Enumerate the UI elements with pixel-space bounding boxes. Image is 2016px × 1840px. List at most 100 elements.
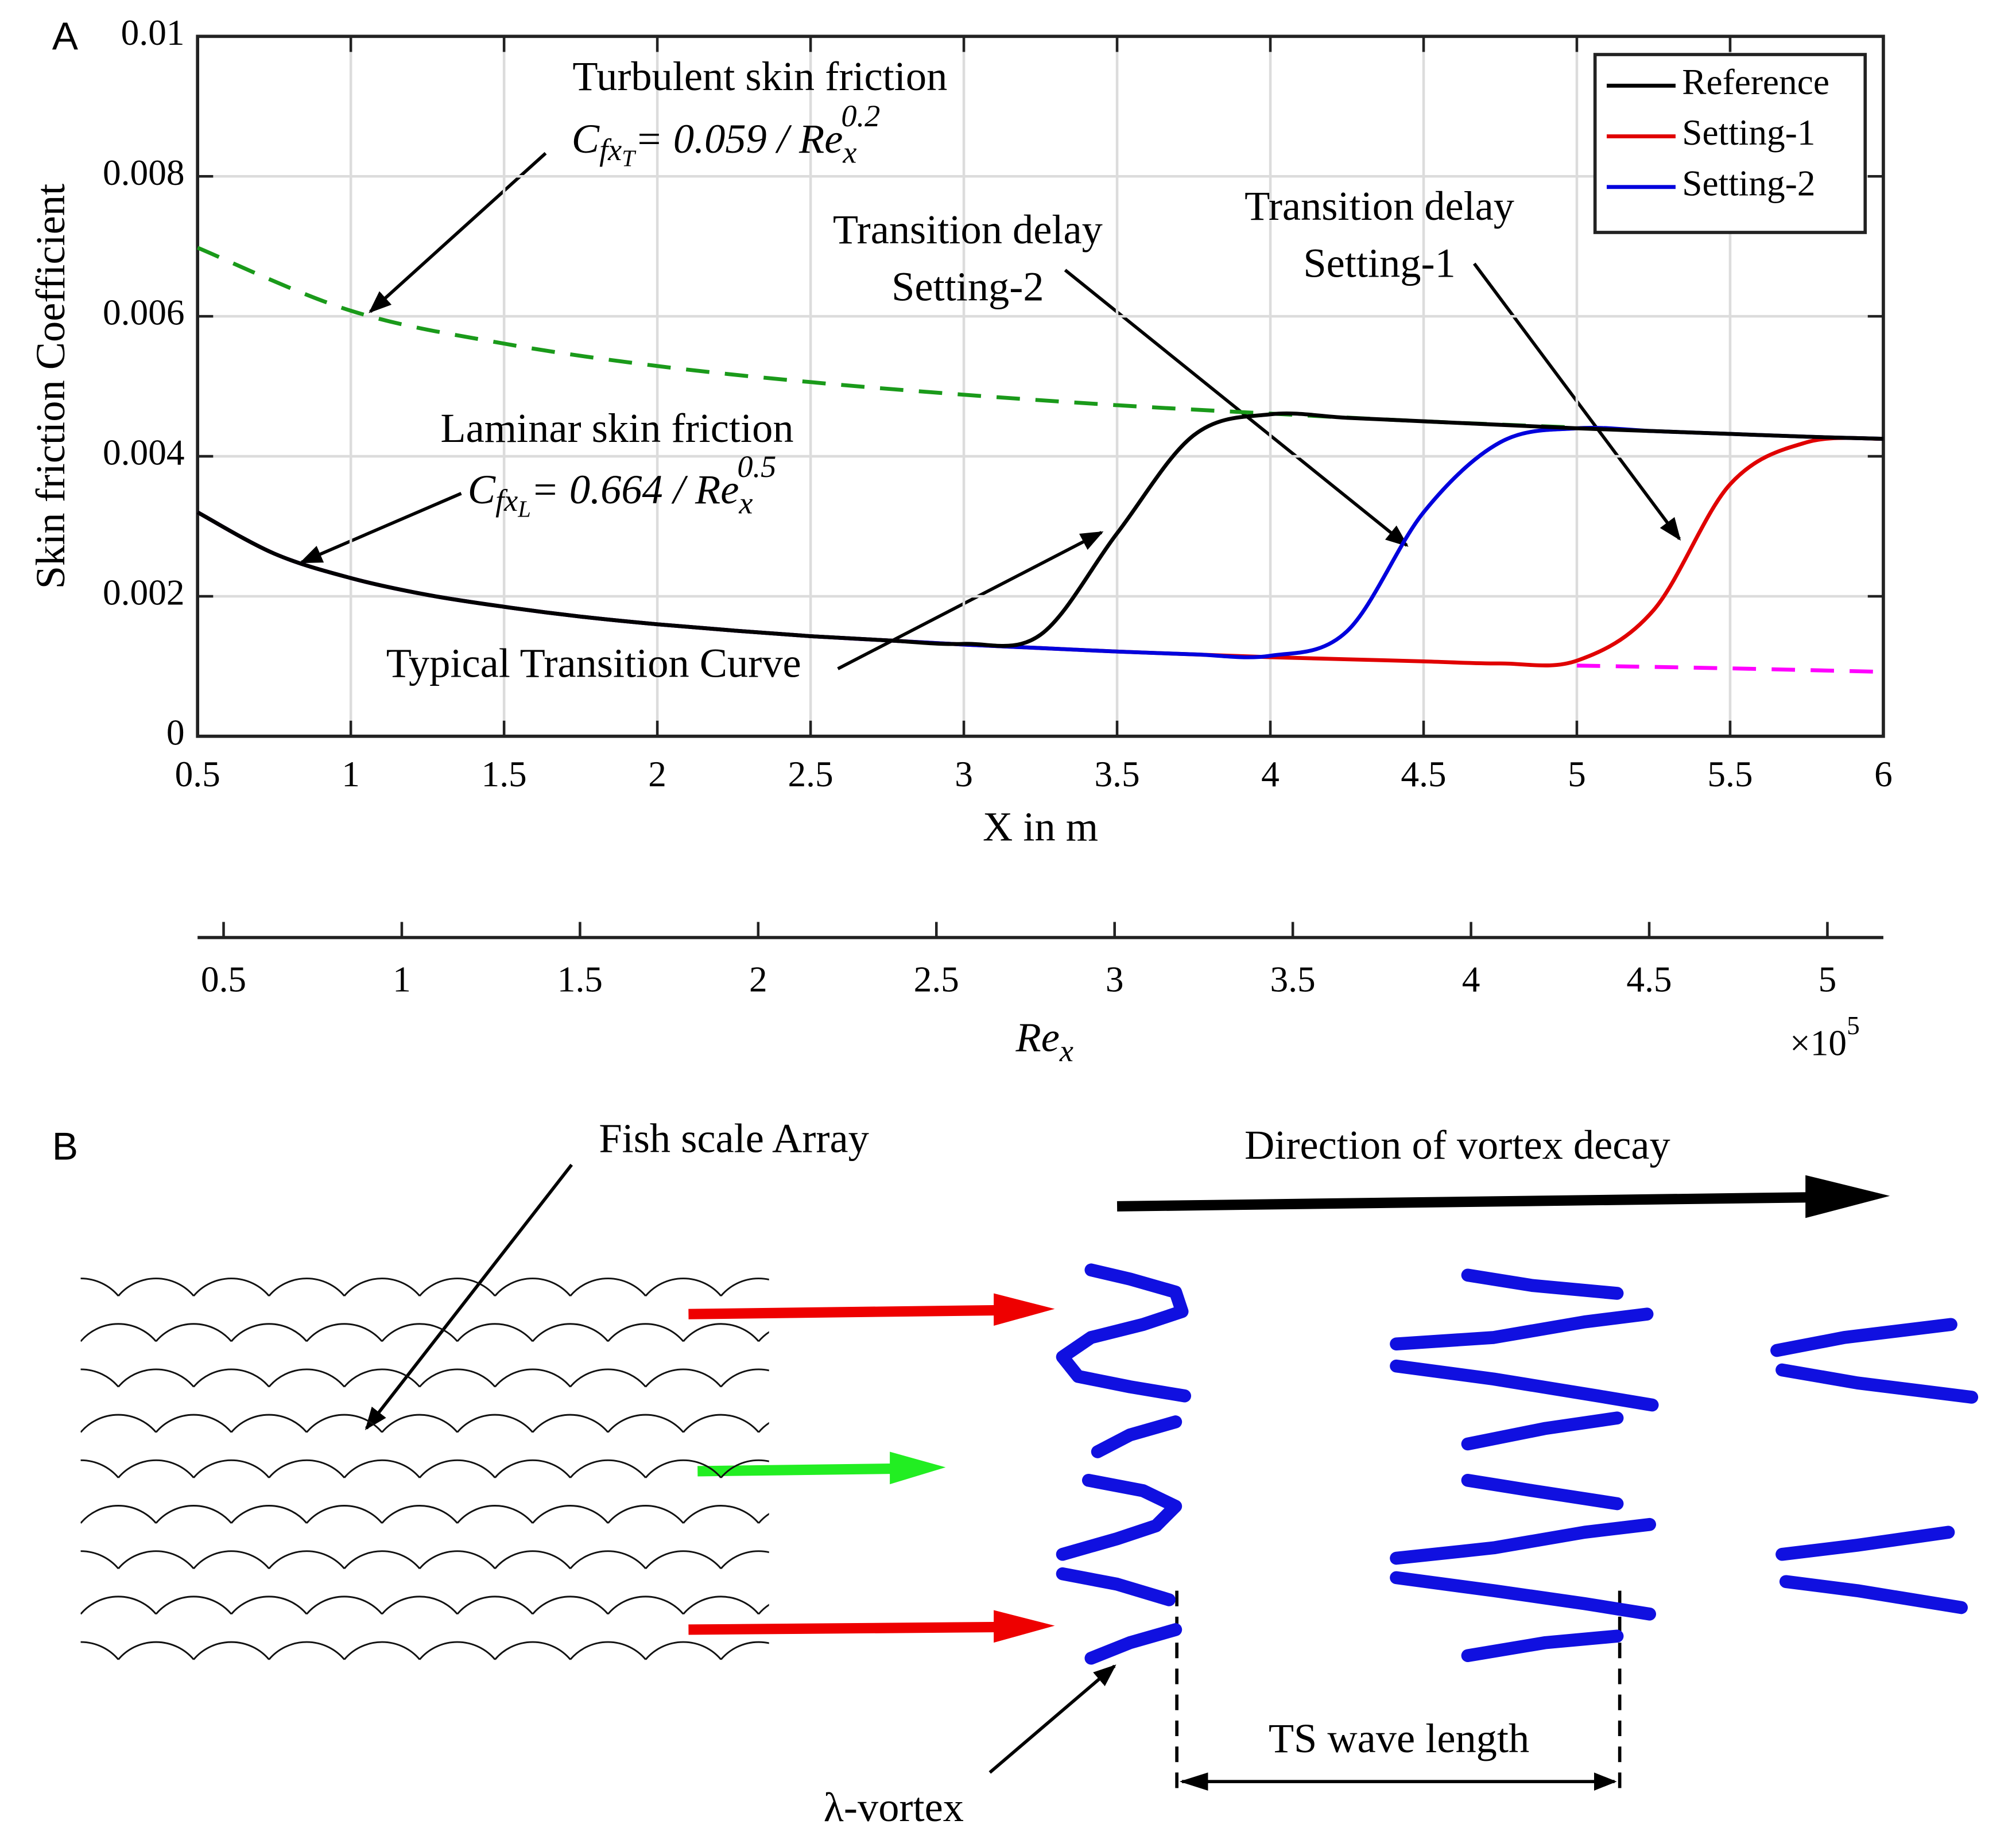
- scale: [532, 1414, 609, 1433]
- x2-tick-label: 2.5: [914, 959, 959, 999]
- vortex: [1390, 1517, 1657, 1565]
- scale: [155, 1323, 232, 1342]
- scale: [343, 1550, 421, 1570]
- x2-tick-label: 5: [1819, 959, 1837, 999]
- scale: [796, 1733, 871, 1750]
- scale: [532, 1596, 609, 1615]
- scale: [381, 1596, 458, 1615]
- scale: [80, 1340, 82, 1342]
- vortex: [1056, 1263, 1192, 1403]
- scale: [796, 1642, 871, 1659]
- scale: [5, 1687, 80, 1705]
- y-axis-label: Skin friction Coefficient: [27, 184, 73, 589]
- scale: [268, 1278, 345, 1296]
- x2-tick-label: 4.5: [1626, 959, 1672, 999]
- scale: [306, 1323, 383, 1342]
- scale: [494, 1550, 571, 1570]
- scale: [571, 1733, 646, 1750]
- flow-arrow-head: [994, 1610, 1055, 1643]
- label-part: Re: [1015, 1014, 1060, 1060]
- scale: [607, 1323, 684, 1342]
- scale: [268, 1368, 345, 1388]
- scale: [268, 1550, 345, 1570]
- scale: [80, 1596, 157, 1615]
- scale: [343, 1459, 421, 1478]
- scale: [758, 1331, 769, 1342]
- scale: [155, 1596, 232, 1615]
- legend-label: Setting-1: [1682, 112, 1815, 153]
- scale: [156, 1687, 231, 1705]
- formula-part: C: [572, 115, 600, 161]
- scale: [683, 1323, 759, 1342]
- scale: [0, 1460, 43, 1477]
- x-tick-label: 4: [1261, 754, 1280, 794]
- scale: [645, 1550, 722, 1570]
- scale: [418, 1550, 496, 1570]
- formula-part: x: [738, 486, 753, 521]
- scale: [230, 1596, 308, 1615]
- arrow: [369, 152, 547, 313]
- flow-arrow: [688, 1621, 1001, 1635]
- formula-part: C: [468, 465, 496, 512]
- scale: [0, 1733, 43, 1750]
- x-tick-label: 3.5: [1094, 754, 1139, 794]
- scale: [494, 1278, 571, 1296]
- formula-part: L: [517, 496, 531, 522]
- scale: [418, 1641, 496, 1660]
- scale: [230, 1414, 308, 1433]
- scale: [646, 1733, 721, 1750]
- scale: [758, 1604, 769, 1615]
- vortex: [1390, 1359, 1659, 1412]
- scale: [269, 1733, 344, 1750]
- annotation: Transition delay: [1245, 183, 1514, 229]
- scale: [834, 1687, 909, 1705]
- scale: [645, 1641, 722, 1660]
- scale: [645, 1368, 722, 1388]
- scale: [720, 1459, 769, 1478]
- scale: [532, 1323, 609, 1342]
- scale: [118, 1459, 195, 1478]
- scale: [80, 1550, 119, 1570]
- vortex: [1056, 1473, 1183, 1561]
- scale: [834, 1324, 909, 1341]
- annotation: Turbulent skin friction: [572, 53, 947, 99]
- scale: [683, 1505, 759, 1524]
- x2-tick-label: 0.5: [201, 959, 246, 999]
- scale: [0, 1279, 43, 1296]
- x2-axis-label: Rex: [1015, 1014, 1073, 1068]
- x2-tick-label: 4: [1462, 959, 1480, 999]
- scale: [834, 1506, 909, 1523]
- scale: [80, 1613, 82, 1614]
- scale: [834, 1597, 909, 1614]
- scale: [118, 1733, 193, 1750]
- scale: [418, 1278, 496, 1296]
- vortex: [1084, 1623, 1183, 1665]
- scale: [456, 1505, 534, 1524]
- scale: [268, 1459, 345, 1478]
- vortex: [1770, 1318, 1957, 1357]
- scale: [495, 1733, 570, 1750]
- formula: CfxL= 0.664 / Rex0.5: [468, 450, 776, 522]
- y-tick-label: 0.01: [121, 13, 185, 53]
- x-tick-label: 2: [648, 754, 666, 794]
- vortices: [1056, 1263, 1979, 1665]
- scale: [80, 1323, 157, 1342]
- scale: [80, 1278, 119, 1296]
- scale: [418, 1368, 496, 1388]
- scale: [683, 1687, 758, 1705]
- legend-label: Reference: [1682, 62, 1829, 102]
- label: λ-vortex: [824, 1784, 964, 1830]
- scale: [456, 1596, 534, 1615]
- label: Direction of vortex decay: [1245, 1121, 1670, 1168]
- x2-tick-label: 2: [749, 959, 767, 999]
- scale: [306, 1596, 383, 1615]
- y-tick-label: 0.002: [103, 572, 185, 612]
- scale: [456, 1414, 534, 1433]
- scale: [155, 1505, 232, 1524]
- arrow: [365, 1163, 573, 1430]
- x-tick-label: 4.5: [1401, 754, 1446, 794]
- vortex: [1775, 1363, 1979, 1404]
- scale: [607, 1596, 684, 1615]
- scale: [193, 1368, 270, 1388]
